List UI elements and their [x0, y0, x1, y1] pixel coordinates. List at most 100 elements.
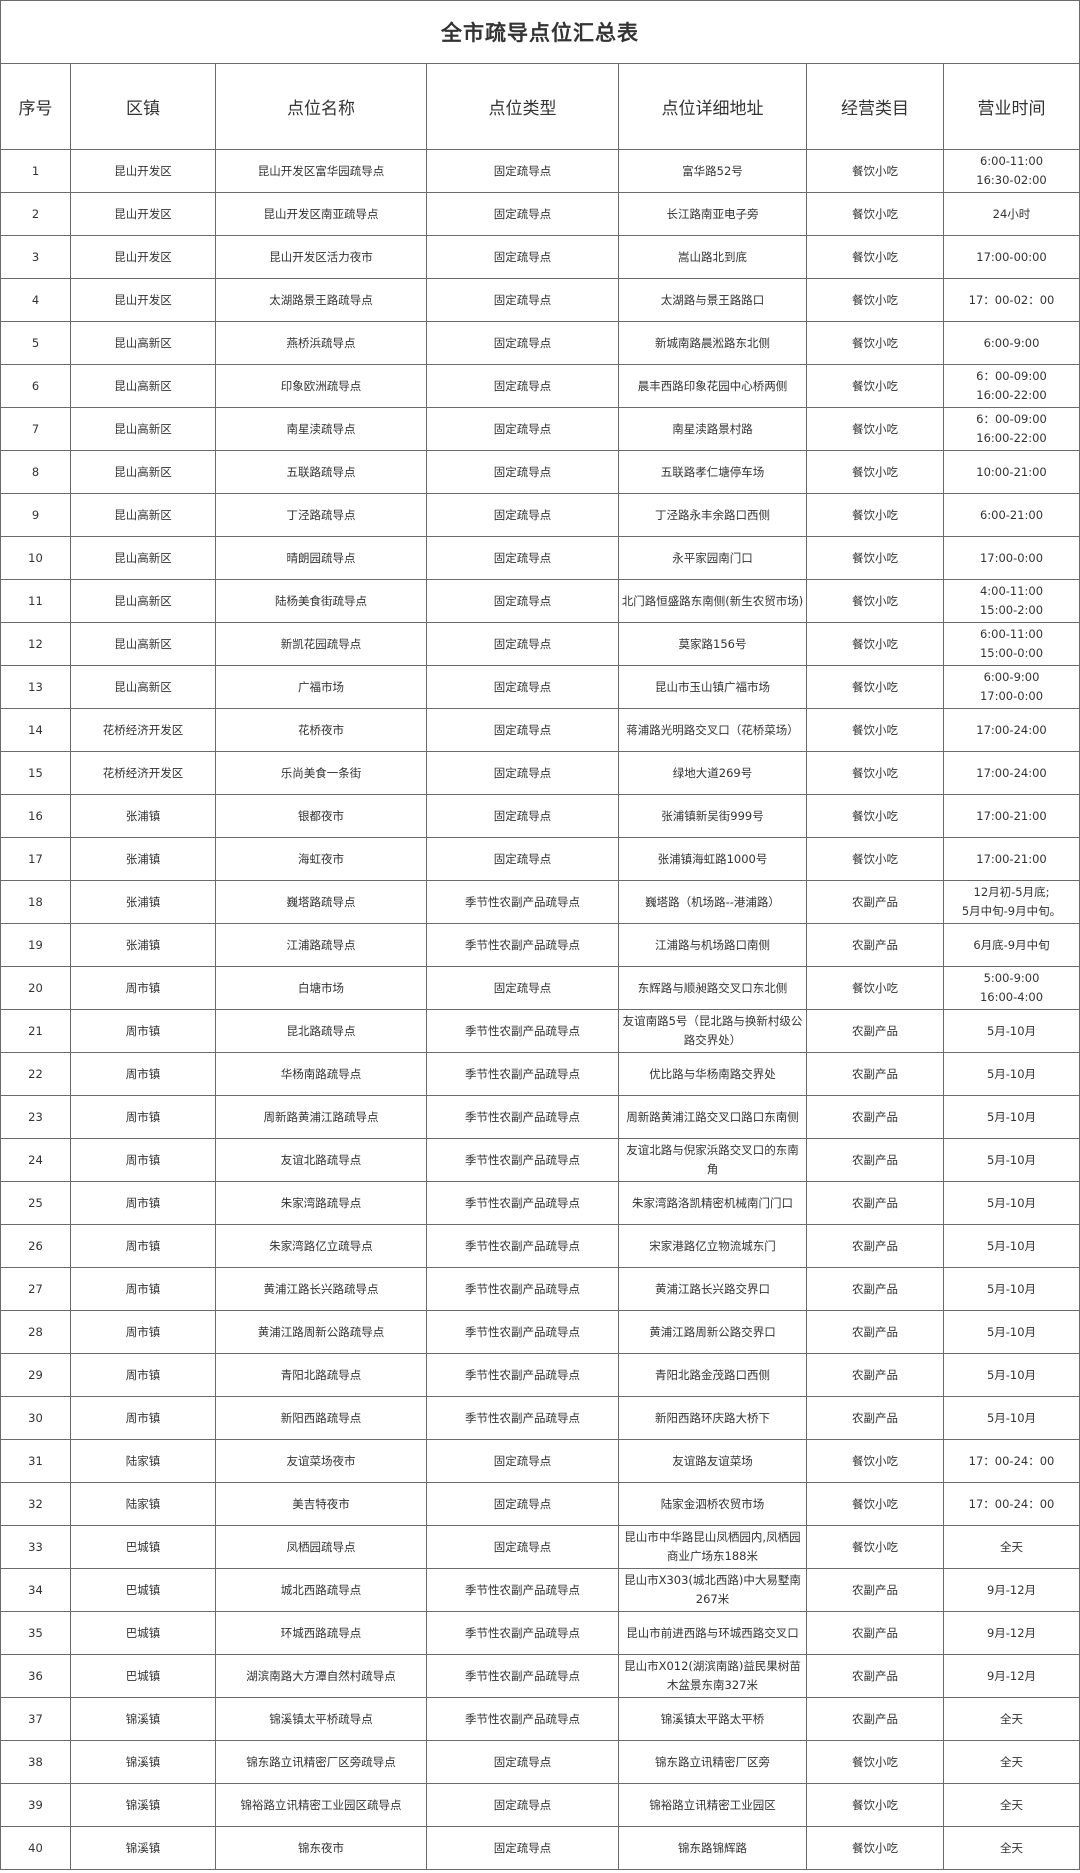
cell-category: 餐饮小吃 — [806, 1740, 944, 1784]
cell-district: 周市镇 — [70, 1353, 216, 1397]
cell-hours: 5月-10月 — [943, 1095, 1080, 1139]
table-row: 15 花桥经济开发区 乐尚美食一条街 固定疏导点 绿地大道269号 餐饮小吃 17:00-2… — [0, 751, 1080, 795]
cell-address: 张浦镇海虹路1000号 — [618, 837, 807, 881]
cell-district: 昆山高新区 — [70, 364, 216, 408]
cell-point-type: 固定疏导点 — [426, 1826, 619, 1870]
cell-address: 周新路黄浦江路交叉口路口东南侧 — [618, 1095, 807, 1139]
cell-hours: 12月初-5月底; 5月中旬-9月中旬。 — [943, 880, 1080, 924]
table-row: 32 陆家镇 美吉特夜市 固定疏导点 陆家金泗桥农贸市场 餐饮小吃 17：00-24：00 — [0, 1482, 1080, 1526]
cell-index: 10 — [0, 536, 71, 580]
cell-district: 周市镇 — [70, 1224, 216, 1268]
cell-category: 餐饮小吃 — [806, 837, 944, 881]
cell-district: 周市镇 — [70, 1095, 216, 1139]
cell-index: 25 — [0, 1181, 71, 1225]
cell-point-name: 锦裕路立讯精密工业园区疏导点 — [215, 1783, 427, 1827]
table-row: 12 昆山高新区 新凯花园疏导点 固定疏导点 莫家路156号 餐饮小吃 6:00-11:00… — [0, 622, 1080, 666]
cell-district: 昆山高新区 — [70, 536, 216, 580]
cell-address: 昆山市X012(湖滨南路)益民果树苗木盆景东南327米 — [618, 1654, 807, 1698]
cell-category: 农副产品 — [806, 1052, 944, 1096]
cell-index: 39 — [0, 1783, 71, 1827]
cell-point-name: 凤栖园疏导点 — [215, 1525, 427, 1569]
table-row: 36 巴城镇 湖滨南路大方潭自然村疏导点 季节性农副产品疏导点 昆山市X012(湖滨南路… — [0, 1654, 1080, 1698]
cell-category: 餐饮小吃 — [806, 149, 944, 193]
cell-point-name: 广福市场 — [215, 665, 427, 709]
cell-address: 永平家园南门口 — [618, 536, 807, 580]
cell-category: 农副产品 — [806, 1396, 944, 1440]
cell-hours: 全天 — [943, 1697, 1080, 1741]
cell-index: 2 — [0, 192, 71, 236]
table-row: 3 昆山开发区 昆山开发区活力夜市 固定疏导点 嵩山路北到底 餐饮小吃 17:00-00:0… — [0, 235, 1080, 279]
cell-district: 周市镇 — [70, 1138, 216, 1182]
cell-address: 青阳北路金茂路口西侧 — [618, 1353, 807, 1397]
cell-point-name: 青阳北路疏导点 — [215, 1353, 427, 1397]
cell-category: 农副产品 — [806, 1353, 944, 1397]
cell-district: 张浦镇 — [70, 880, 216, 924]
cell-point-type: 固定疏导点 — [426, 321, 619, 365]
table-row: 28 周市镇 黄浦江路周新公路疏导点 季节性农副产品疏导点 黄浦江路周新公路交界口 农副产… — [0, 1310, 1080, 1354]
cell-district: 周市镇 — [70, 1267, 216, 1311]
table-row: 1 昆山开发区 昆山开发区富华园疏导点 固定疏导点 富华路52号 餐饮小吃 6:00-11:… — [0, 149, 1080, 193]
cell-hours: 6:00-9:00 — [943, 321, 1080, 365]
cell-hours: 5月-10月 — [943, 1181, 1080, 1225]
cell-point-name: 巍塔路疏导点 — [215, 880, 427, 924]
cell-district: 张浦镇 — [70, 923, 216, 967]
cell-hours: 17:00-24:00 — [943, 751, 1080, 795]
cell-point-type: 固定疏导点 — [426, 1783, 619, 1827]
header-category: 经营类目 — [806, 63, 944, 150]
cell-index: 1 — [0, 149, 71, 193]
cell-address: 昆山市中华路昆山凤栖园内,凤栖园商业广场东188米 — [618, 1525, 807, 1569]
cell-district: 昆山高新区 — [70, 665, 216, 709]
cell-index: 37 — [0, 1697, 71, 1741]
cell-hours: 6:00-21:00 — [943, 493, 1080, 537]
cell-point-name: 晴朗园疏导点 — [215, 536, 427, 580]
cell-district: 昆山高新区 — [70, 579, 216, 623]
cell-point-name: 陆杨美食街疏导点 — [215, 579, 427, 623]
cell-point-type: 季节性农副产品疏导点 — [426, 1310, 619, 1354]
cell-index: 32 — [0, 1482, 71, 1526]
cell-category: 餐饮小吃 — [806, 665, 944, 709]
table-row: 16 张浦镇 银都夜市 固定疏导点 张浦镇新吴街999号 餐饮小吃 17:00-21:00 — [0, 794, 1080, 838]
cell-hours: 10:00-21:00 — [943, 450, 1080, 494]
table-row: 5 昆山高新区 燕桥浜疏导点 固定疏导点 新城南路晨淞路东北侧 餐饮小吃 6:00-9:00 — [0, 321, 1080, 365]
table-row: 14 花桥经济开发区 花桥夜市 固定疏导点 蒋浦路光明路交叉口（花桥菜场） 餐饮小吃 17:… — [0, 708, 1080, 752]
cell-category: 餐饮小吃 — [806, 450, 944, 494]
table-row: 13 昆山高新区 广福市场 固定疏导点 昆山市玉山镇广福市场 餐饮小吃 6:00-9:00 … — [0, 665, 1080, 709]
cell-hours: 17:00-21:00 — [943, 837, 1080, 881]
cell-index: 38 — [0, 1740, 71, 1784]
cell-category: 餐饮小吃 — [806, 493, 944, 537]
cell-point-name: 新凯花园疏导点 — [215, 622, 427, 666]
cell-category: 农副产品 — [806, 1181, 944, 1225]
cell-district: 昆山开发区 — [70, 235, 216, 279]
cell-index: 29 — [0, 1353, 71, 1397]
cell-category: 餐饮小吃 — [806, 364, 944, 408]
cell-point-name: 江浦路疏导点 — [215, 923, 427, 967]
cell-address: 蒋浦路光明路交叉口（花桥菜场） — [618, 708, 807, 752]
table-row: 23 周市镇 周新路黄浦江路疏导点 季节性农副产品疏导点 周新路黄浦江路交叉口路口东南侧… — [0, 1095, 1080, 1139]
cell-point-name: 锦东夜市 — [215, 1826, 427, 1870]
cell-address: 江浦路与机场路口南侧 — [618, 923, 807, 967]
cell-point-name: 太湖路景王路疏导点 — [215, 278, 427, 322]
cell-point-name: 友谊北路疏导点 — [215, 1138, 427, 1182]
cell-index: 27 — [0, 1267, 71, 1311]
cell-category: 农副产品 — [806, 923, 944, 967]
cell-category: 农副产品 — [806, 1224, 944, 1268]
cell-index: 31 — [0, 1439, 71, 1483]
table-row: 30 周市镇 新阳西路疏导点 季节性农副产品疏导点 新阳西路环庆路大桥下 农副产品 5月-1… — [0, 1396, 1080, 1440]
cell-address: 黄浦江路周新公路交界口 — [618, 1310, 807, 1354]
cell-category: 餐饮小吃 — [806, 708, 944, 752]
table-row: 29 周市镇 青阳北路疏导点 季节性农副产品疏导点 青阳北路金茂路口西侧 农副产品 5月-1… — [0, 1353, 1080, 1397]
cell-address: 黄浦江路长兴路交界口 — [618, 1267, 807, 1311]
cell-district: 周市镇 — [70, 966, 216, 1010]
cell-point-name: 昆山开发区南亚疏导点 — [215, 192, 427, 236]
table-row: 33 巴城镇 凤栖园疏导点 固定疏导点 昆山市中华路昆山凤栖园内,凤栖园商业广场东188… — [0, 1525, 1080, 1569]
cell-address: 嵩山路北到底 — [618, 235, 807, 279]
cell-district: 昆山高新区 — [70, 407, 216, 451]
cell-point-name: 朱家湾路亿立疏导点 — [215, 1224, 427, 1268]
cell-district: 锦溪镇 — [70, 1697, 216, 1741]
cell-district: 花桥经济开发区 — [70, 708, 216, 752]
cell-district: 锦溪镇 — [70, 1740, 216, 1784]
cell-category: 农副产品 — [806, 1009, 944, 1053]
cell-category: 餐饮小吃 — [806, 407, 944, 451]
cell-point-name: 昆山开发区活力夜市 — [215, 235, 427, 279]
table-row: 39 锦溪镇 锦裕路立讯精密工业园区疏导点 固定疏导点 锦裕路立讯精密工业园区 餐饮小吃全… — [0, 1783, 1080, 1827]
